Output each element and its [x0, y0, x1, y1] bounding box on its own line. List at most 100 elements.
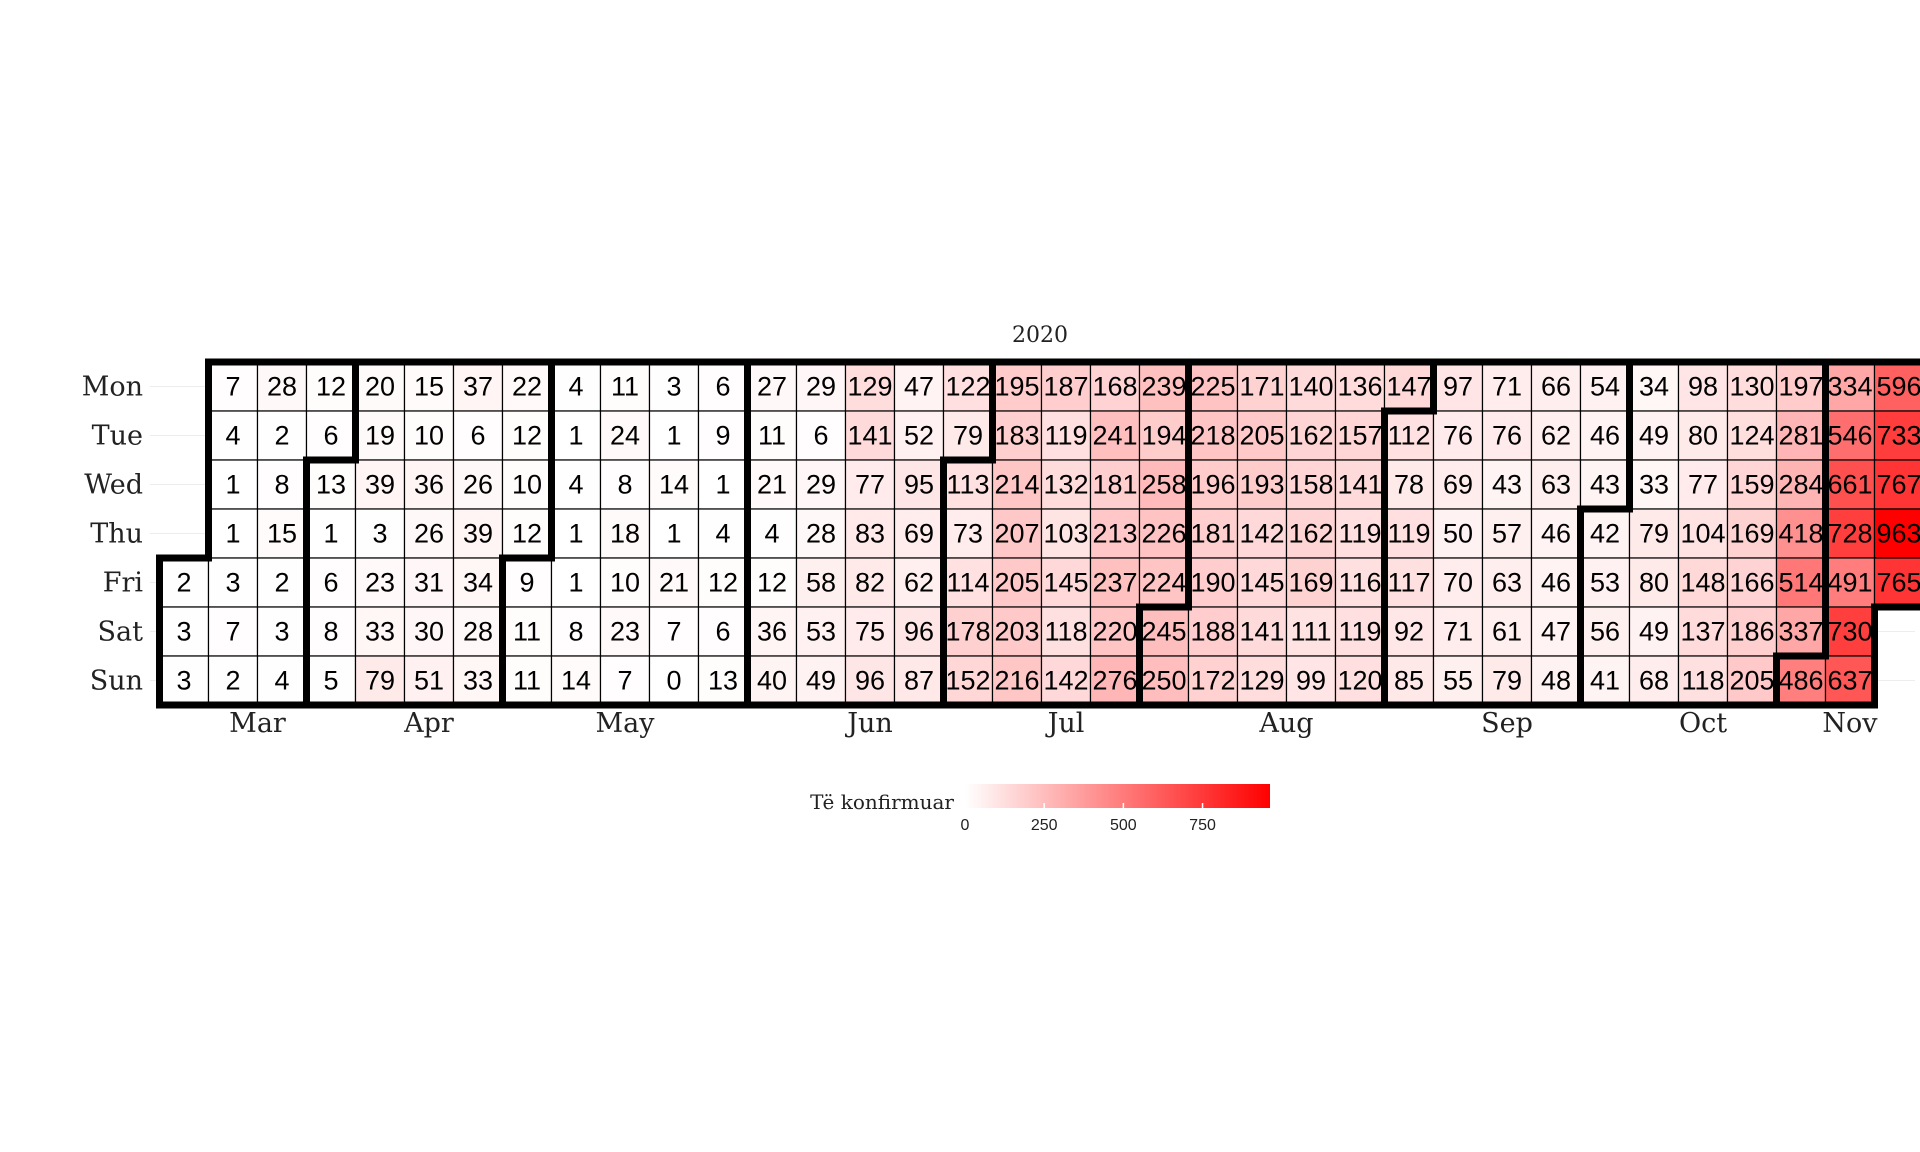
cell-value-label: 77 [855, 470, 885, 500]
heatmap-cell [648, 508, 700, 559]
cell-value-label: 58 [806, 568, 836, 598]
cell-value-label: 1 [568, 568, 583, 598]
heatmap-cell [1628, 655, 1680, 706]
heatmap-cell [746, 508, 798, 559]
heatmap-cell [501, 410, 553, 461]
cell-value-label: 136 [1337, 372, 1382, 402]
heatmap-cell [599, 361, 651, 412]
cell-value-label: 250 [1141, 666, 1186, 696]
cell-value-label: 33 [463, 666, 493, 696]
cell-value-label: 39 [365, 470, 395, 500]
cell-value-label: 124 [1729, 421, 1774, 451]
cell-value-label: 43 [1590, 470, 1620, 500]
heatmap-cell [648, 459, 700, 510]
heatmap-cell [1187, 459, 1239, 510]
cell-value-label: 111 [1290, 617, 1331, 647]
cell-value-label: 23 [365, 568, 395, 598]
cell-value-label: 188 [1190, 617, 1235, 647]
heatmap-cell [599, 606, 651, 657]
heatmap-cell [452, 557, 504, 608]
heatmap-cell [550, 361, 602, 412]
heatmap-cell [1383, 655, 1435, 706]
legend-tick-label: 500 [1110, 817, 1137, 834]
heatmap-cell [1236, 655, 1288, 706]
cell-value-label: 418 [1778, 519, 1823, 549]
heatmap-cell [1775, 459, 1827, 510]
cell-value-label: 281 [1778, 421, 1823, 451]
cell-value-label: 258 [1141, 470, 1186, 500]
cell-value-label: 337 [1778, 617, 1823, 647]
cell-value-label: 79 [1492, 666, 1522, 696]
cell-value-label: 114 [946, 568, 989, 598]
cell-value-label: 30 [414, 617, 444, 647]
heatmap-cell [1383, 557, 1435, 608]
heatmap-cell [1432, 410, 1484, 461]
heatmap-cell [795, 606, 847, 657]
cell-value-label: 12 [757, 568, 787, 598]
cell-value-label: 63 [1541, 470, 1571, 500]
cell-value-label: 96 [904, 617, 934, 647]
cell-value-label: 46 [1590, 421, 1620, 451]
cell-value-label: 54 [1590, 372, 1620, 402]
cell-value-label: 39 [463, 519, 493, 549]
cell-value-label: 181 [1190, 519, 1235, 549]
heatmap-cell [844, 606, 896, 657]
heatmap-cell [1187, 655, 1239, 706]
cell-value-label: 152 [945, 666, 990, 696]
heatmap-cell [1481, 557, 1533, 608]
heatmap-cell [550, 655, 602, 706]
heatmap-cell [844, 410, 896, 461]
heatmap-cell [1383, 508, 1435, 559]
cell-value-label: 11 [513, 617, 541, 647]
heatmap-cell [1285, 606, 1337, 657]
cell-value-label: 220 [1092, 617, 1137, 647]
cell-value-label: 7 [225, 617, 240, 647]
cell-value-label: 47 [1541, 617, 1571, 647]
cell-value-label: 141 [1239, 617, 1284, 647]
cell-value-label: 77 [1688, 470, 1718, 500]
heatmap-cell [1334, 655, 1386, 706]
cell-value-label: 24 [610, 421, 640, 451]
heatmap-cell [305, 508, 357, 559]
heatmap-cell [1775, 606, 1827, 657]
legend-title: Të konfirmuar [810, 790, 954, 814]
heatmap-cell [1285, 655, 1337, 706]
cell-value-label: 237 [1092, 568, 1137, 598]
cell-value-label: 21 [757, 470, 787, 500]
heatmap-cell [795, 459, 847, 510]
heatmap-cell [1775, 361, 1827, 412]
cell-value-label: 29 [806, 372, 836, 402]
cell-value-label: 3 [176, 666, 191, 696]
heatmap-cell [648, 410, 700, 461]
heatmap-cell [256, 361, 308, 412]
heatmap-cell [1628, 508, 1680, 559]
month-label: Jun [844, 708, 893, 739]
heatmap-cell [795, 361, 847, 412]
heatmap-cell [1726, 606, 1778, 657]
heatmap-cell [354, 606, 406, 657]
heatmap-cell [403, 557, 455, 608]
heatmap-cell [893, 361, 945, 412]
heatmap-cell [1530, 508, 1582, 559]
cell-value-label: 116 [1338, 568, 1381, 598]
cell-value-label: 14 [561, 666, 591, 696]
heatmap-cell [1285, 459, 1337, 510]
weekday-label: Wed [84, 470, 143, 501]
heatmap-cell [1824, 655, 1876, 706]
heatmap-cell [1285, 508, 1337, 559]
cell-value-label: 61 [1492, 617, 1522, 647]
cell-value-label: 75 [855, 617, 885, 647]
heatmap-cell [550, 459, 602, 510]
cell-value-label: 40 [757, 666, 787, 696]
cell-value-label: 205 [1729, 666, 1774, 696]
cell-value-label: 129 [847, 372, 892, 402]
heatmap-cell [893, 655, 945, 706]
heatmap-cell [599, 655, 651, 706]
heatmap-cell [1138, 410, 1190, 461]
cell-value-label: 145 [1043, 568, 1088, 598]
cell-value-label: 183 [994, 421, 1039, 451]
cell-value-label: 92 [1394, 617, 1424, 647]
cell-value-label: 168 [1092, 372, 1137, 402]
cell-value-label: 78 [1394, 470, 1424, 500]
cell-value-label: 80 [1639, 568, 1669, 598]
